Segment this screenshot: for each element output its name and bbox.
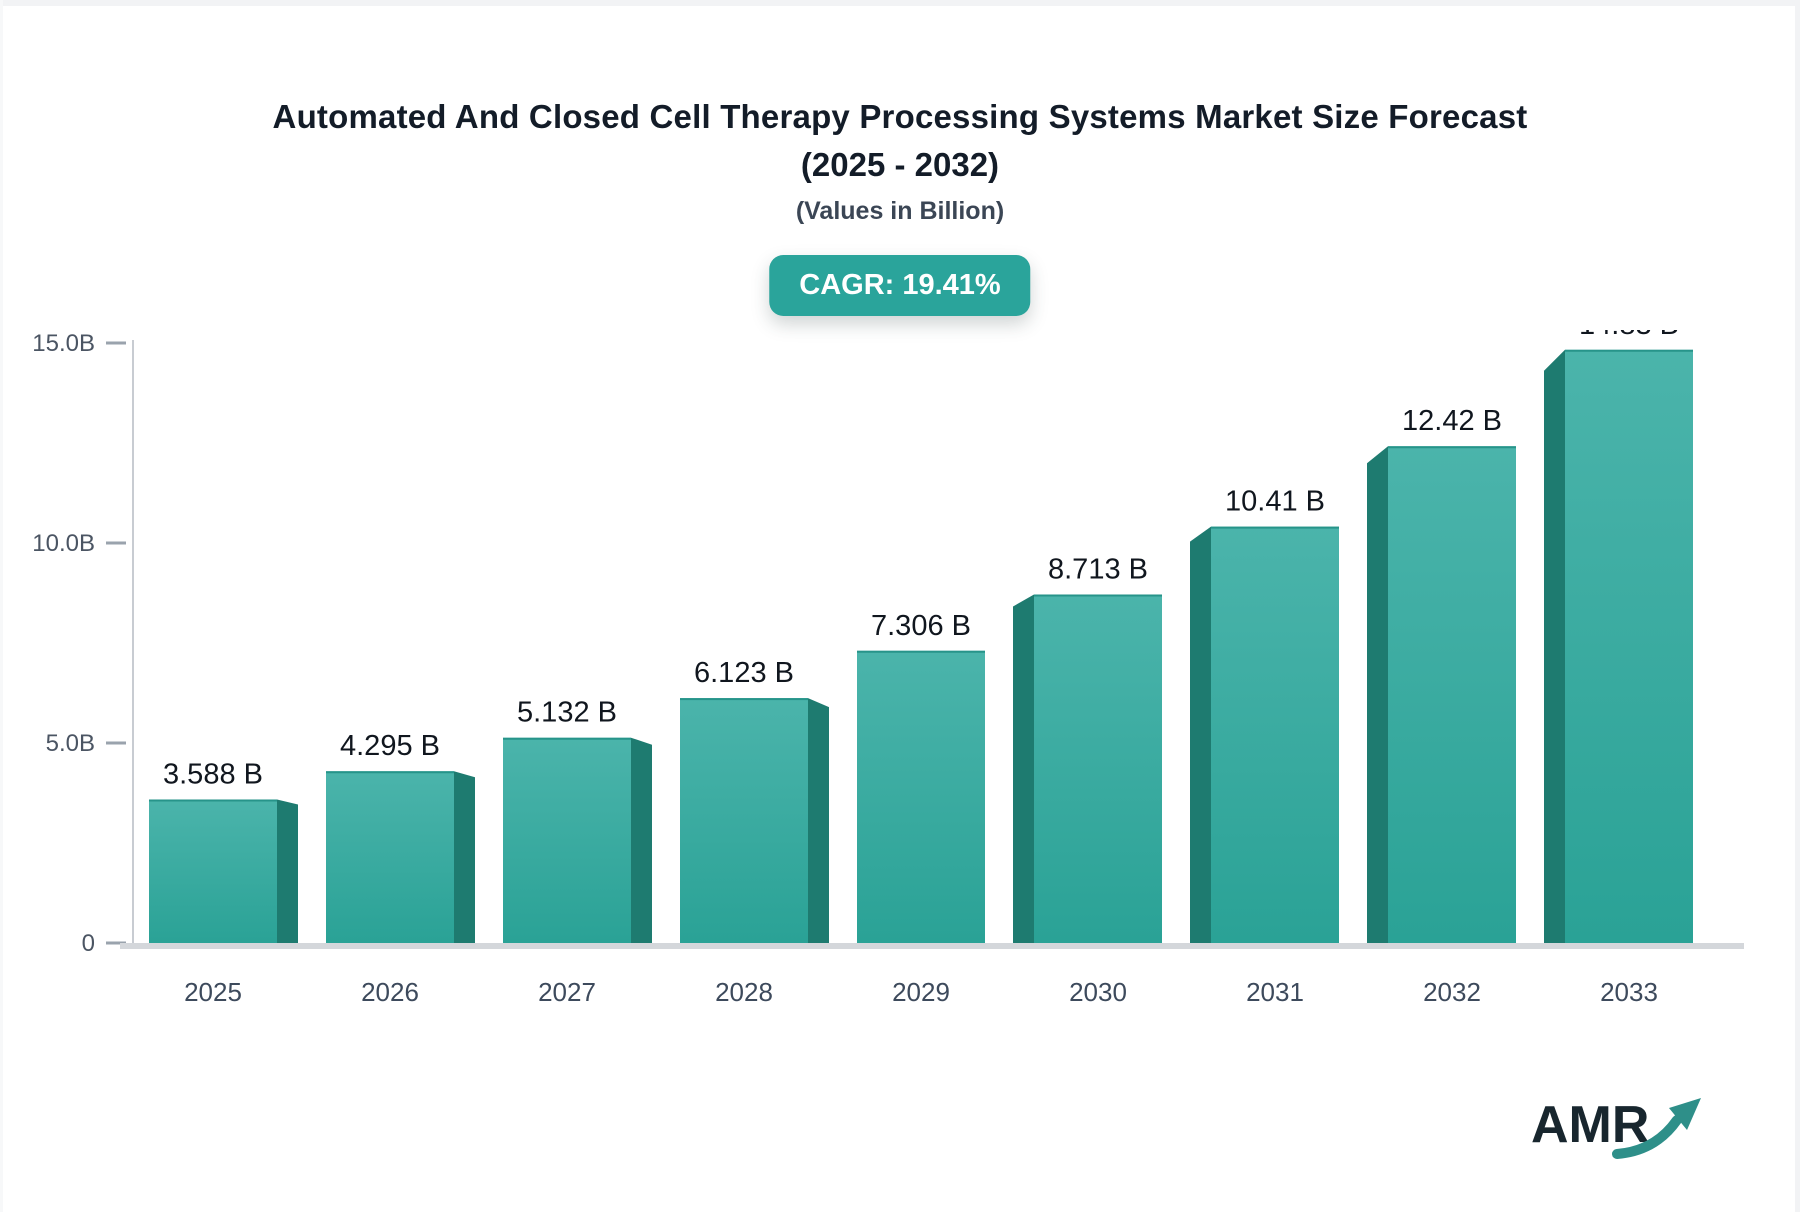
bar-2030: [1034, 594, 1162, 943]
bar-value-label: 7.306 B: [871, 610, 971, 642]
bar-side-2026: [454, 771, 475, 943]
amr-logo-text: AMR: [1531, 1096, 1649, 1154]
bar-2025: [149, 799, 277, 943]
bar-2027: [503, 737, 631, 943]
y-tick-label: 10.0B: [32, 530, 95, 557]
bar-side-2025: [277, 799, 298, 943]
bar-value-label: 14.83 B: [1579, 330, 1679, 341]
x-tick-label: 2033: [1600, 977, 1658, 1007]
bar-2032: [1388, 446, 1516, 943]
x-axis-baseline: [120, 943, 1744, 949]
bar-side-2031: [1190, 526, 1211, 943]
bar-side-2028: [808, 698, 829, 943]
x-tick-label: 2030: [1069, 977, 1127, 1007]
page-left-edge: [0, 0, 3, 1212]
x-tick-label: 2028: [715, 977, 773, 1007]
bar-2026: [326, 771, 454, 943]
bar-2031: [1211, 526, 1339, 943]
x-tick-label: 2026: [361, 977, 419, 1007]
y-tick-label: 0: [82, 930, 95, 957]
bar-value-label: 12.42 B: [1402, 405, 1502, 437]
bar-2028: [680, 698, 808, 943]
x-tick-label: 2031: [1246, 977, 1304, 1007]
chart-subtitle: (Values in Billion): [795, 197, 1005, 225]
amr-logo-arrow-head: [1669, 1098, 1701, 1130]
amr-logo: AMR: [1531, 1096, 1701, 1159]
x-tick-label: 2025: [184, 977, 242, 1007]
x-tick-label: 2027: [538, 977, 596, 1007]
y-tick-label: 15.0B: [32, 330, 95, 357]
x-tick-label: 2029: [892, 977, 950, 1007]
bar-value-label: 6.123 B: [694, 657, 794, 689]
chart-title-line2: (2025 - 2032): [800, 146, 1000, 183]
page-right-edge: [1795, 0, 1800, 1212]
bar-value-label: 8.713 B: [1048, 553, 1148, 585]
bar-value-label: 10.41 B: [1225, 486, 1325, 518]
bar-side-2027: [631, 737, 652, 943]
bar-side-2033: [1544, 349, 1565, 943]
bar-value-label: 5.132 B: [517, 697, 617, 729]
amr-logo-arrow-swoosh: [1612, 1115, 1682, 1159]
bar-value-label: 3.588 B: [163, 758, 263, 790]
bar-value-label: 4.295 B: [340, 730, 440, 762]
bar-2029: [857, 650, 985, 943]
chart-title-line1: Automated And Closed Cell Therapy Proces…: [272, 98, 1528, 135]
y-tick-label: 5.0B: [46, 730, 95, 757]
bar-chart: 0 5.0B 10.0B 15.0B 3.588 B 2025 4.295 B 2026 5.1…: [32, 330, 1744, 1007]
bar-side-2032: [1367, 446, 1388, 943]
cagr-badge: CAGR: 19.41%: [769, 255, 1031, 316]
bar-side-2030: [1013, 594, 1034, 943]
page-top-edge: [0, 0, 1800, 6]
x-tick-label: 2032: [1423, 977, 1481, 1007]
bar-2033: [1565, 349, 1693, 943]
